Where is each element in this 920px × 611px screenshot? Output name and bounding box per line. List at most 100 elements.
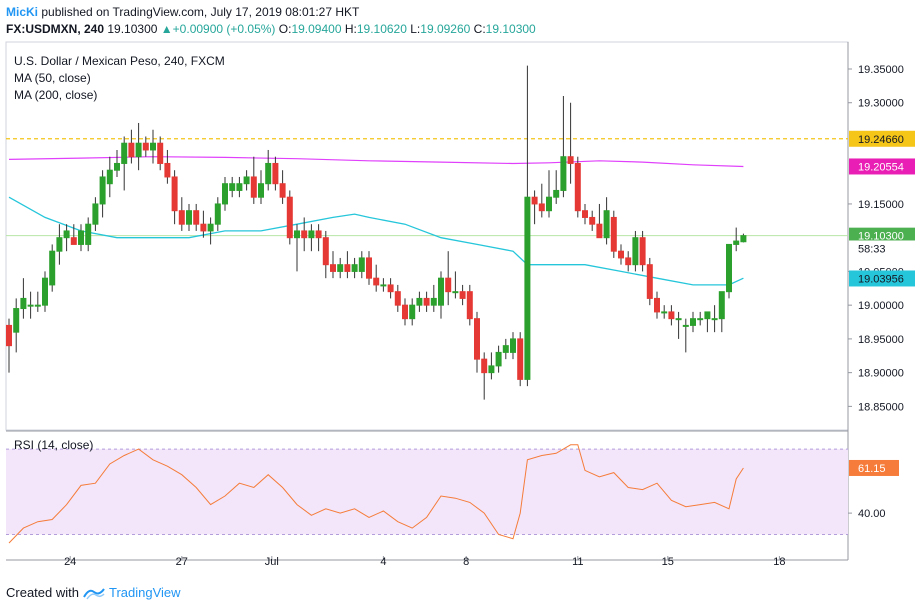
candle-body[interactable] [610,216,617,252]
candle-body[interactable] [236,183,243,191]
candle-body[interactable] [301,230,308,239]
candle-body[interactable] [682,324,689,327]
candle-body[interactable] [423,297,430,306]
author-name[interactable]: MicKi [6,5,39,19]
candle-body[interactable] [308,230,315,239]
candle-body[interactable] [243,176,250,185]
candle-body[interactable] [265,162,272,185]
candle-body[interactable] [200,223,207,232]
candle-body[interactable] [452,291,459,294]
candle-body[interactable] [639,237,646,266]
candle-body[interactable] [56,237,63,252]
candle-body[interactable] [582,210,588,218]
candle-body[interactable] [718,291,725,320]
candle-body[interactable] [740,235,747,243]
candle-body[interactable] [150,142,156,151]
candle-body[interactable] [409,304,416,320]
candle-body[interactable] [214,203,221,225]
ma50-line[interactable] [8,196,744,286]
candle-body[interactable] [646,264,653,299]
candle-body[interactable] [488,365,495,374]
candle-body[interactable] [366,257,372,279]
candle-body[interactable] [157,142,164,164]
candle-body[interactable] [63,230,70,239]
candle-body[interactable] [402,304,408,320]
candle-body[interactable] [546,196,552,212]
candle-body[interactable] [78,230,84,245]
footer-brand[interactable]: TradingView [108,585,181,600]
candle-body[interactable] [99,176,106,205]
candle-body[interactable] [128,142,135,158]
candle-body[interactable] [394,291,401,306]
candle-body[interactable] [438,277,444,306]
candle-body[interactable] [416,297,423,306]
candle-body[interactable] [171,176,178,212]
candle-body[interactable] [272,162,279,185]
candle-body[interactable] [560,156,567,191]
candle-body[interactable] [229,183,236,191]
candle-body[interactable] [711,318,718,321]
candle-body[interactable] [538,203,545,212]
ma200-legend[interactable]: MA (200, close) [14,88,98,102]
candle-body[interactable] [286,196,293,239]
candle-body[interactable] [20,297,27,310]
candle-body[interactable] [27,304,34,307]
candle-body[interactable] [207,223,214,232]
candle-body[interactable] [495,351,502,367]
candle-body[interactable] [178,210,185,225]
candle-body[interactable] [481,358,488,374]
candle-body[interactable] [387,284,394,293]
candle-body[interactable] [459,291,466,299]
candle-body[interactable] [121,142,128,164]
candle-body[interactable] [164,162,171,178]
candle-body[interactable] [675,318,682,321]
candle-body[interactable] [661,311,668,314]
candle-body[interactable] [330,264,336,272]
candle-body[interactable] [531,196,538,205]
candle-body[interactable] [603,210,610,239]
candle-body[interactable] [654,297,660,313]
candle-body[interactable] [430,297,437,306]
candle-body[interactable] [193,210,200,225]
candle-body[interactable] [690,318,696,326]
rsi-line[interactable] [8,444,744,544]
candle-body[interactable] [114,162,120,171]
candle-body[interactable] [589,216,596,225]
candle-body[interactable] [445,277,452,293]
candle-body[interactable] [524,196,531,380]
candle-body[interactable] [373,277,380,286]
candle-body[interactable] [474,318,480,360]
candle-body[interactable] [49,250,56,286]
candle-body[interactable] [632,237,639,266]
candle-body[interactable] [625,257,632,266]
candle-body[interactable] [85,223,92,245]
candle-body[interactable] [618,250,624,259]
candle-body[interactable] [344,264,351,272]
candle-body[interactable] [42,277,48,306]
candle-body[interactable] [279,183,286,198]
candle-body[interactable] [351,264,358,272]
candle-body[interactable] [553,189,560,198]
candle-body[interactable] [34,304,41,307]
candle-body[interactable] [574,162,581,212]
candle-body[interactable] [668,311,675,320]
candle-body[interactable] [337,264,344,272]
ma50-legend[interactable]: MA (50, close) [14,71,91,85]
candle-body[interactable] [697,318,704,321]
candle-body[interactable] [517,338,524,380]
candle-body[interactable] [726,243,732,293]
candle-body[interactable] [106,169,113,185]
candle-body[interactable] [322,237,329,266]
candle-body[interactable] [92,203,99,225]
candle-body[interactable] [358,257,365,272]
candle-body[interactable] [258,183,264,198]
candle-body[interactable] [502,345,509,353]
candle-body[interactable] [315,230,322,239]
candle-body[interactable] [135,142,142,158]
candle-body[interactable] [186,210,192,225]
candle-body[interactable] [70,237,77,245]
candle-body[interactable] [250,176,257,198]
candle-body[interactable] [567,156,574,164]
candle-body[interactable] [6,324,12,347]
